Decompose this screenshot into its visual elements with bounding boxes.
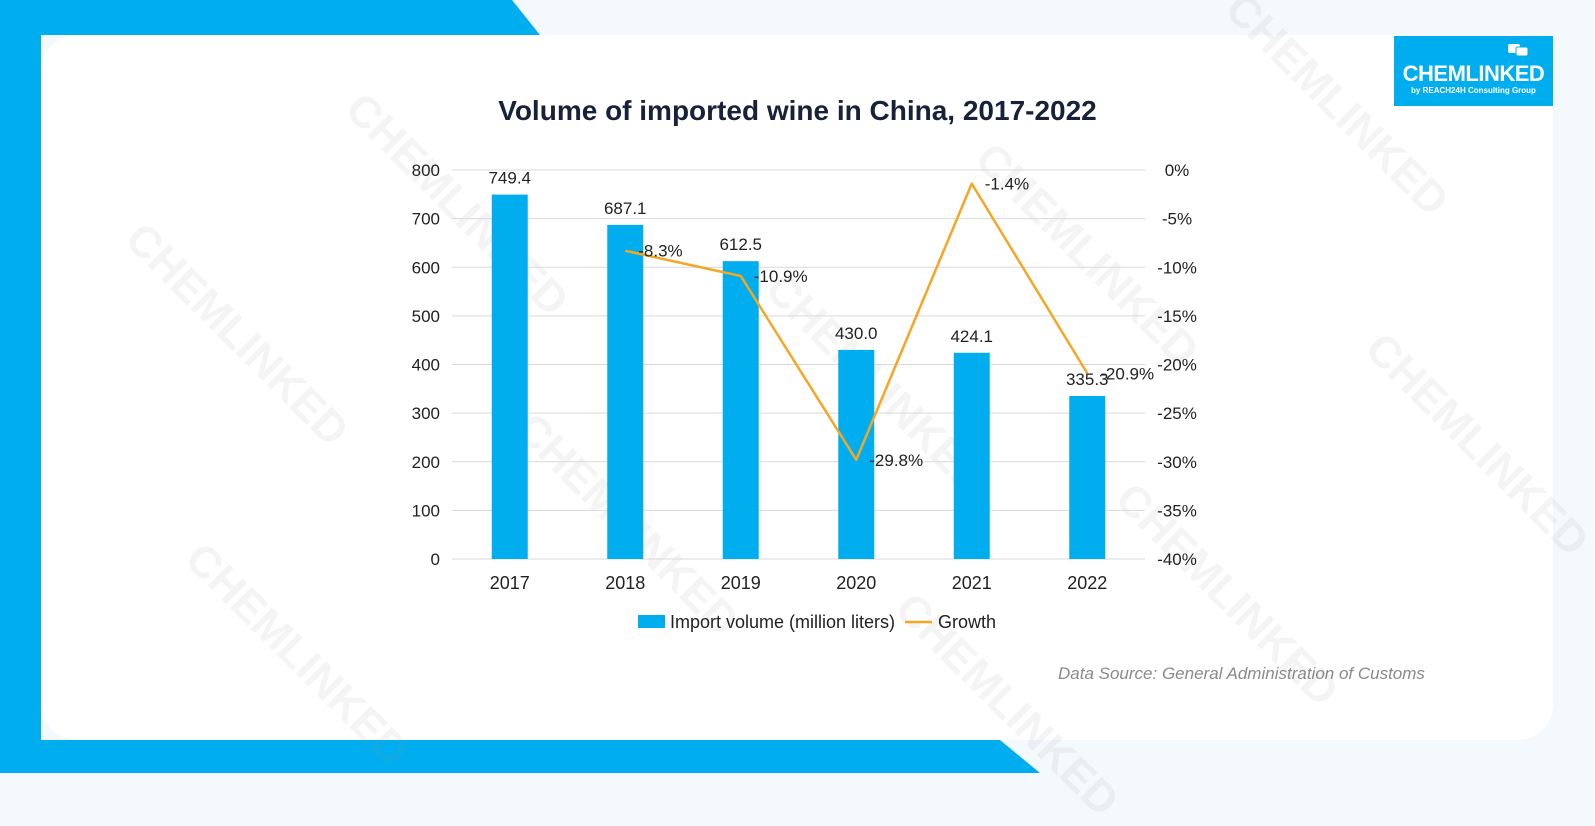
- bar: [953, 352, 990, 559]
- chart-title: Volume of imported wine in China, 2017-2…: [498, 95, 1097, 126]
- bar: [838, 349, 875, 559]
- y-right-tick-label: -40%: [1157, 550, 1197, 569]
- chat-bubble-icon: [1508, 44, 1528, 57]
- brand-logo: CHEMLINKED by REACH24H Consulting Group: [1394, 36, 1553, 106]
- y-right-tick-label: -35%: [1157, 501, 1197, 520]
- y-left-tick-label: 200: [412, 453, 440, 472]
- bar-data-label: 749.4: [488, 169, 531, 188]
- x-tick-label: 2022: [1067, 573, 1107, 593]
- bar: [722, 261, 759, 559]
- x-tick-label: 2018: [605, 573, 645, 593]
- bar-data-label: 424.1: [950, 327, 993, 346]
- y-left-tick-label: 500: [412, 307, 440, 326]
- y-left-tick-label: 100: [412, 501, 440, 520]
- y-left-tick-label: 600: [412, 258, 440, 277]
- bar-data-label: 612.5: [719, 235, 762, 254]
- y-right-tick-label: -30%: [1157, 453, 1197, 472]
- y-right-tick-label: 0%: [1165, 161, 1190, 180]
- y-left-tick-label: 400: [412, 356, 440, 375]
- x-tick-label: 2019: [721, 573, 761, 593]
- y-right-tick-label: -20%: [1157, 356, 1197, 375]
- growth-data-label: -10.9%: [754, 267, 808, 286]
- growth-data-label: -29.8%: [869, 451, 923, 470]
- legend-label-import-volume: Import volume (million liters): [670, 612, 895, 632]
- y-left-tick-label: 300: [412, 404, 440, 423]
- x-tick-label: 2020: [836, 573, 876, 593]
- bar: [607, 224, 644, 559]
- chart-area: 0 100 200 300 400 500 600 700 800 -40% -35% -30% -25…: [412, 161, 1197, 632]
- y-left-tick-label: 800: [412, 161, 440, 180]
- brand-tagline: by REACH24H Consulting Group: [1411, 86, 1536, 95]
- y-left-tick-label: 700: [412, 210, 440, 229]
- y-right-tick-label: -25%: [1157, 404, 1197, 423]
- chart-card: [41, 35, 1553, 740]
- growth-data-label: -8.3%: [638, 242, 682, 261]
- legend-label-growth: Growth: [938, 612, 996, 632]
- brand-name: CHEMLINKED: [1402, 61, 1545, 86]
- y-right-tick-label: -5%: [1162, 210, 1192, 229]
- bar: [491, 194, 528, 559]
- growth-data-label: -1.4%: [985, 175, 1029, 194]
- growth-data-label: -20.9%: [1100, 364, 1154, 383]
- bar-data-label: 335.3: [1066, 370, 1109, 389]
- x-tick-label: 2021: [952, 573, 992, 593]
- growth-line: [624, 182, 1089, 462]
- y-right-tick-label: -10%: [1157, 258, 1197, 277]
- y-left-tick-label: 0: [431, 550, 440, 569]
- bar-data-label: 430.0: [835, 324, 878, 343]
- bar-data-label: 687.1: [604, 199, 647, 218]
- data-source-note: Data Source: General Administration of C…: [1058, 664, 1425, 683]
- y-right-tick-label: -15%: [1157, 307, 1197, 326]
- x-tick-label: 2017: [490, 573, 530, 593]
- legend-swatch-import-volume: [638, 615, 665, 628]
- bar: [1069, 395, 1106, 559]
